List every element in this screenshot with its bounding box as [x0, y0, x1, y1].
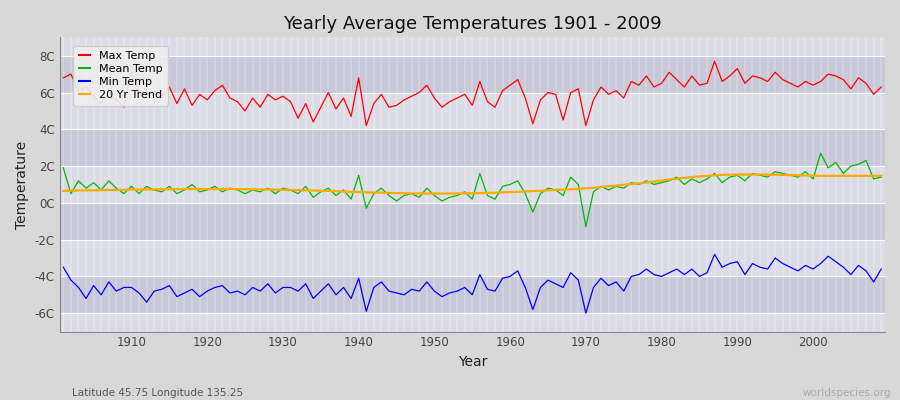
Bar	[59, 56, 885, 92]
Bar	[59, 166, 885, 203]
Title: Yearly Average Temperatures 1901 - 2009: Yearly Average Temperatures 1901 - 2009	[283, 15, 662, 33]
Text: Latitude 45.75 Longitude 135.25: Latitude 45.75 Longitude 135.25	[72, 388, 243, 398]
Legend: Max Temp, Mean Temp, Min Temp, 20 Yr Trend: Max Temp, Mean Temp, Min Temp, 20 Yr Tre…	[74, 46, 168, 106]
Bar	[59, 203, 885, 240]
Text: worldspecies.org: worldspecies.org	[803, 388, 891, 398]
Bar	[59, 240, 885, 276]
X-axis label: Year: Year	[457, 355, 487, 369]
Bar	[59, 92, 885, 129]
Y-axis label: Temperature: Temperature	[15, 140, 29, 228]
Bar	[59, 19, 885, 56]
Bar	[59, 129, 885, 166]
Bar	[59, 276, 885, 313]
